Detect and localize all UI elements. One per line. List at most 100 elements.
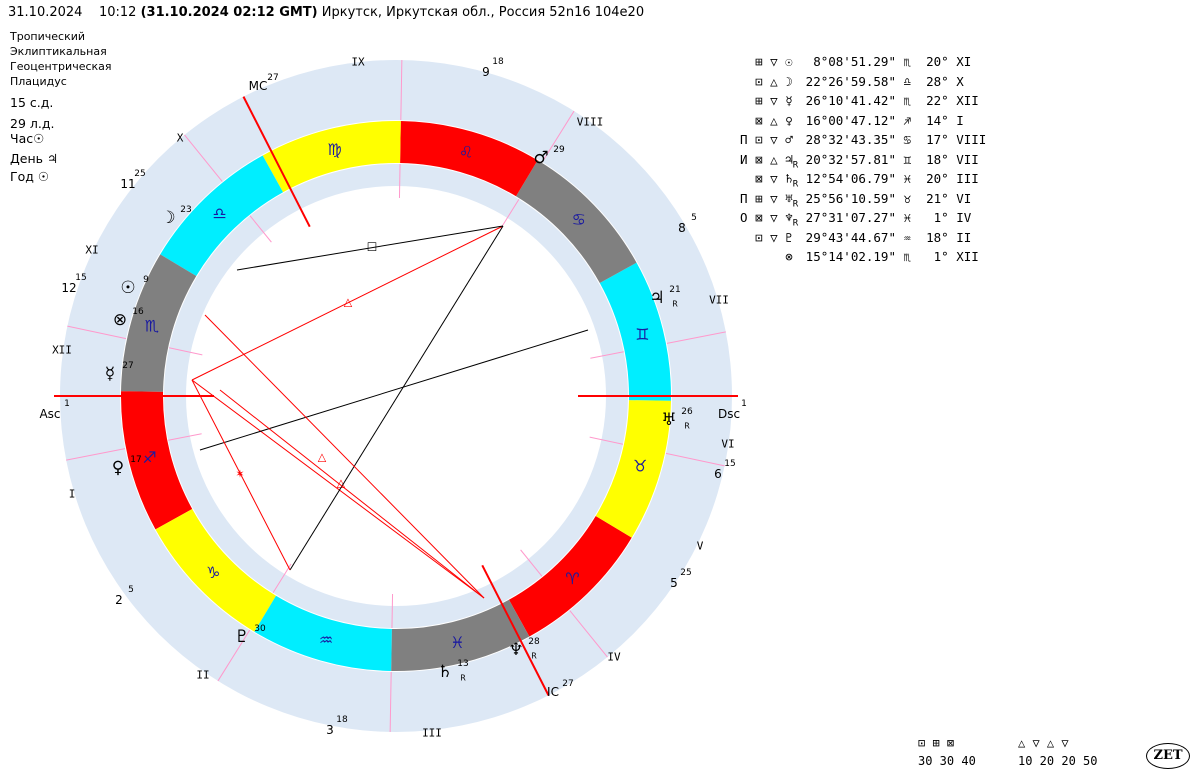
planet-icon: ♂ — [785, 132, 793, 147]
part-of-fortune-icon: ⊗ — [113, 310, 127, 330]
planet-icon: ♇ — [785, 229, 793, 245]
aquarius-icon: ♒ — [319, 631, 333, 650]
sign-icon: ♉ — [903, 190, 912, 206]
aspect-line — [204, 314, 485, 599]
planet-row: И ⊠ △ ♃R 20°32'57.81" ♊ 18° VII — [740, 150, 979, 176]
house-number: XII — [956, 93, 979, 108]
zodiac-segment-leo — [400, 121, 538, 197]
cusp-degree: 15 — [75, 273, 86, 283]
planet-row: П ⊞ ▽ ♅R 25°56'10.59" ♉ 21° VI — [740, 189, 971, 215]
house-cusp-line — [666, 331, 726, 344]
planet-position: 8°08'51.29" — [805, 54, 896, 69]
row-prefix — [740, 74, 748, 89]
tri-icon: ▽ — [770, 93, 778, 108]
house-numeral-III: III — [422, 727, 442, 740]
zodiac-segment-taurus — [595, 400, 671, 538]
zodiac-segment-aquarius — [254, 595, 392, 671]
aspect-glyph: ✶ — [235, 468, 244, 481]
saturn-degree: 13 — [457, 659, 468, 669]
house-cusp-inner — [168, 347, 203, 356]
angle-label-asc: Asc — [39, 407, 60, 421]
sign-icon: ♊ — [903, 151, 912, 167]
house-degree: 18° — [926, 229, 949, 245]
sign-icon: ♏ — [903, 249, 912, 264]
neptune-icon: ♆ — [508, 640, 523, 660]
house-degree: 22° — [926, 93, 949, 108]
planet-position: 16°00'47.12" — [805, 112, 896, 128]
jupiter-icon: ♃ — [46, 151, 59, 166]
house-degree: 20° — [926, 54, 949, 69]
header-place: Иркутск, Иркутская обл., Россия 52n16 10… — [321, 5, 645, 20]
capricorn-icon: ♑ — [206, 563, 220, 582]
retrograde-mark: R — [792, 160, 799, 170]
uranus-icon: ♅ — [661, 410, 676, 430]
zodiac-segment-scorpio — [121, 254, 197, 392]
pluto-degree: 30 — [254, 624, 266, 634]
angle-label-dsc: Dsc — [718, 407, 740, 421]
moon-degree: 23 — [180, 205, 191, 215]
planet-row: ⊞ ▽ ☿ 26°10'41.42" ♏ 22° XII — [740, 91, 979, 117]
pisces-icon: ♓ — [450, 633, 464, 652]
house-numeral-XII: XII — [52, 344, 72, 357]
house-cusp-inner — [391, 593, 394, 628]
cusp-degree: 5 — [128, 585, 134, 595]
year-ruler-label: Год — [10, 169, 34, 184]
sign-icon: ♒ — [903, 229, 912, 245]
moon-icon: ☽ — [160, 208, 175, 228]
house-numeral-VIII: VIII — [577, 116, 604, 129]
planet-icon: ☿ — [785, 93, 793, 108]
angle-degree: 1 — [64, 399, 70, 409]
setting-house-system: Плацидус — [10, 75, 67, 88]
planet-row: ⊡ △ ☽ 22°26'59.58" ♎ 28° X — [740, 72, 964, 98]
saturn-retrograde: R — [460, 674, 466, 683]
planet-position: 20°32'57.81" — [805, 151, 896, 167]
cusp-degree: 25 — [680, 568, 691, 578]
cusp-number: 2 — [115, 593, 123, 607]
jupiter-retrograde: R — [672, 300, 678, 309]
quad-icon: ⊡ — [755, 132, 763, 147]
house-number: III — [956, 171, 979, 186]
sign-icon: ♋ — [903, 132, 912, 147]
sign-icon: ♎ — [903, 73, 912, 89]
day-ruler-label: День — [10, 151, 43, 166]
house-numeral-X: X — [177, 132, 184, 145]
planet-icon: ♅ — [785, 190, 793, 206]
house-degree: 1° — [926, 249, 949, 264]
sign-icon: ♏ — [903, 54, 912, 69]
cusp-number: 9 — [482, 65, 490, 79]
cusp-number: 8 — [678, 221, 686, 235]
venus-degree: 17 — [130, 455, 141, 465]
sign-icon: ♐ — [903, 112, 912, 128]
house-number: IV — [956, 210, 972, 225]
tri-icon: ▽ — [770, 190, 778, 206]
zodiac-segment-pisces — [391, 599, 530, 671]
neptune-retrograde: R — [531, 652, 537, 661]
angle-label-ic: IC — [547, 685, 559, 699]
planet-row: ⊠ ▽ ♄R 12°54'06.79" ♓ 20° III — [740, 169, 979, 195]
angle-label-mc: MC — [249, 79, 268, 93]
sun-icon: ☉ — [33, 131, 45, 146]
planet-position: 15°14'02.19" — [805, 249, 896, 264]
saturn-icon: ♄ — [437, 662, 452, 682]
solar-day: 15 с.д. — [10, 95, 54, 110]
house-number: I — [956, 112, 964, 128]
house-cusp-inner — [249, 215, 272, 243]
house-cusp-line — [217, 629, 251, 682]
quad-icon: ⊞ — [755, 54, 763, 69]
header-date: 31.10.2024 — [8, 5, 83, 20]
house-cusp-line — [66, 448, 126, 461]
zodiac-segment-capricorn — [155, 508, 276, 632]
sun-icon: ☉ — [120, 278, 135, 298]
row-prefix — [740, 113, 748, 128]
cancer-icon: ♋ — [572, 210, 586, 229]
cusp-degree: 25 — [134, 169, 145, 179]
mars-degree: 29 — [553, 145, 565, 155]
planet-icon: ♃ — [785, 151, 793, 167]
row-prefix — [740, 93, 748, 108]
house-cusp-inner — [520, 549, 543, 577]
row-prefix — [740, 230, 748, 245]
tri-icon — [770, 249, 778, 264]
planet-icon: ♆ — [785, 210, 793, 225]
angle-degree: 27 — [267, 73, 278, 83]
planet-position: 28°32'43.35" — [805, 132, 896, 147]
